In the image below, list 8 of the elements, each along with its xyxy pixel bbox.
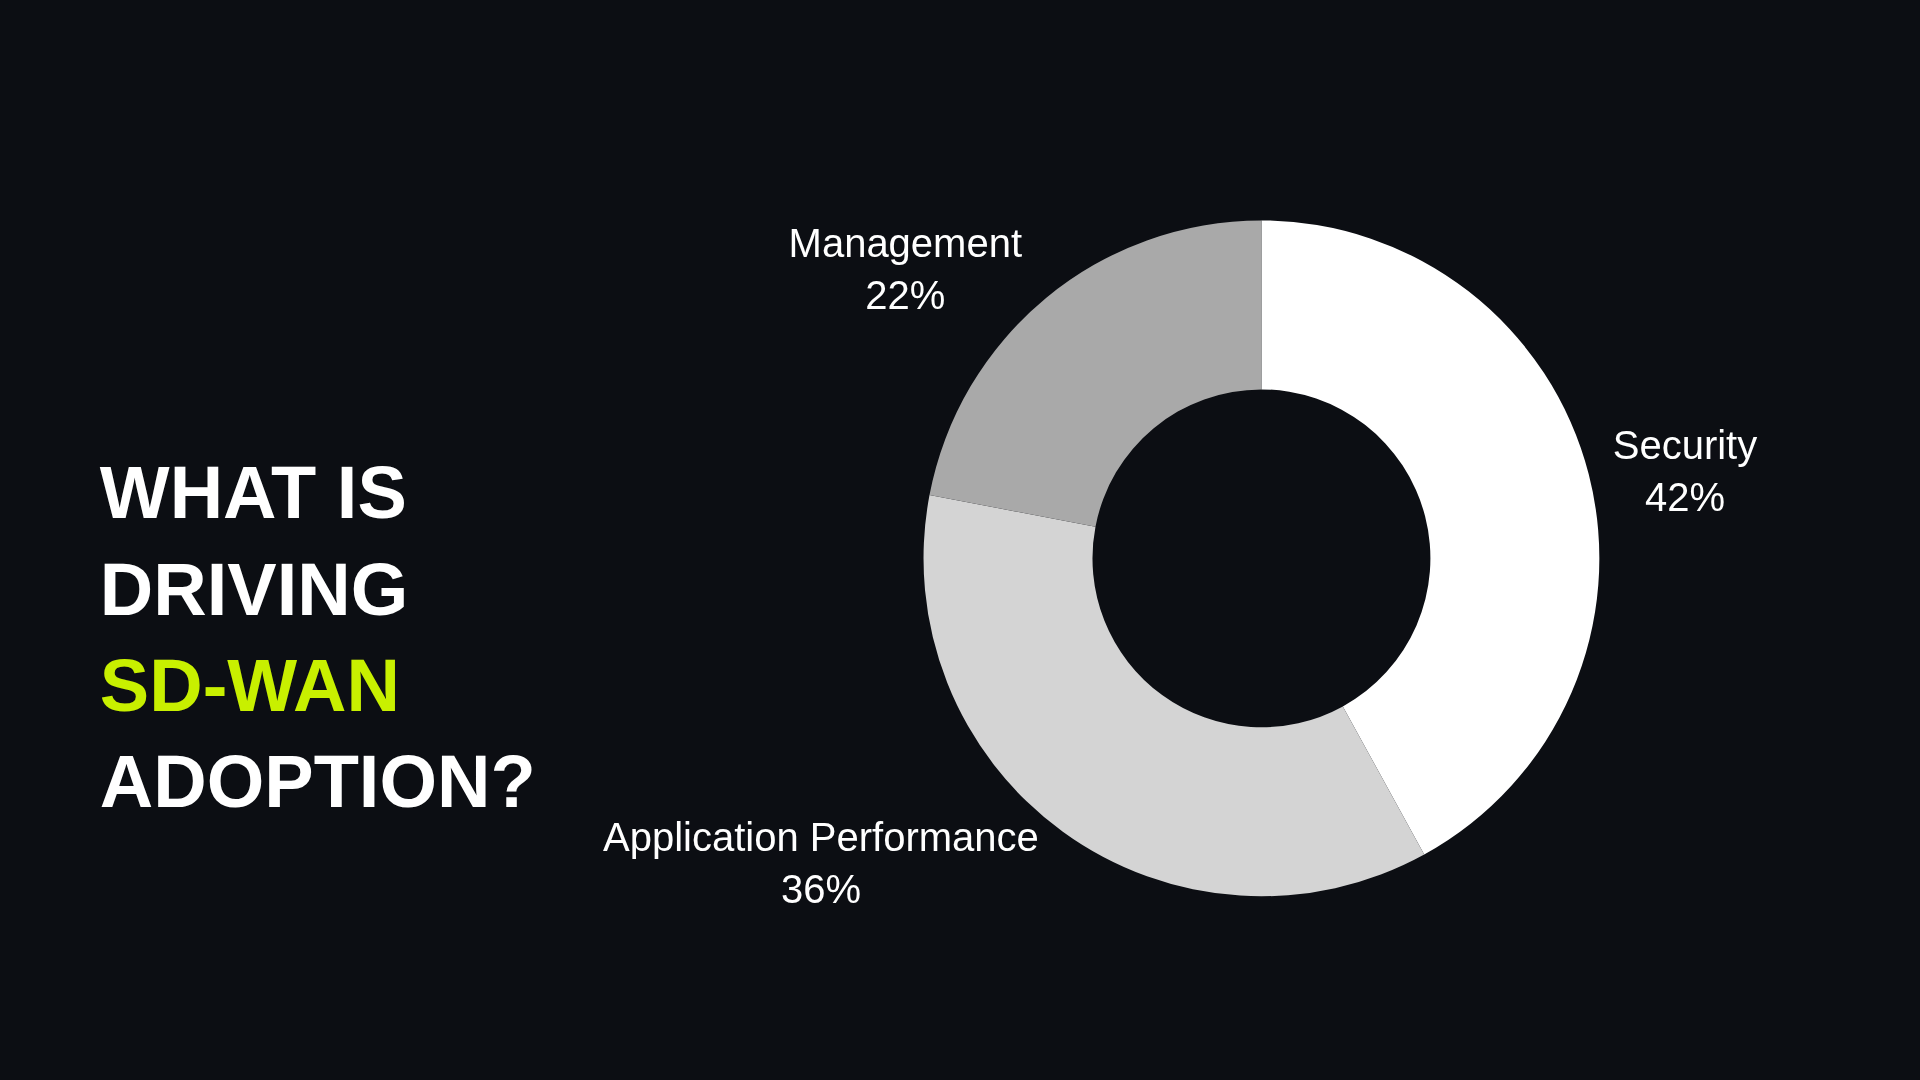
slice-label: Security — [1612, 423, 1758, 468]
slice-label: Management — [788, 221, 1023, 266]
data-label: 36% — [780, 867, 861, 912]
data-label: 42% — [1644, 475, 1726, 520]
donut-slice — [1261, 220, 1599, 855]
slice-label: Application Performance — [603, 815, 1039, 860]
data-label: 22% — [865, 273, 946, 318]
text: WHAT IS DRIVING SD-WAN ADOPTION? — [99, 451, 536, 823]
